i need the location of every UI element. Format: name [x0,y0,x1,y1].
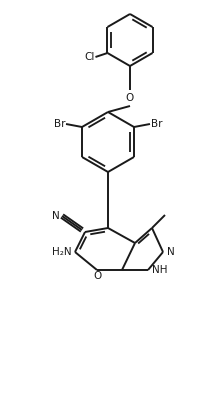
Text: N: N [52,211,60,221]
Text: O: O [126,93,134,103]
Text: Cl: Cl [84,52,94,62]
Text: NH: NH [152,265,167,275]
Text: Br: Br [54,119,65,129]
Text: N: N [167,247,175,257]
Text: Br: Br [151,119,162,129]
Text: H₂N: H₂N [52,247,72,257]
Text: O: O [93,271,101,281]
